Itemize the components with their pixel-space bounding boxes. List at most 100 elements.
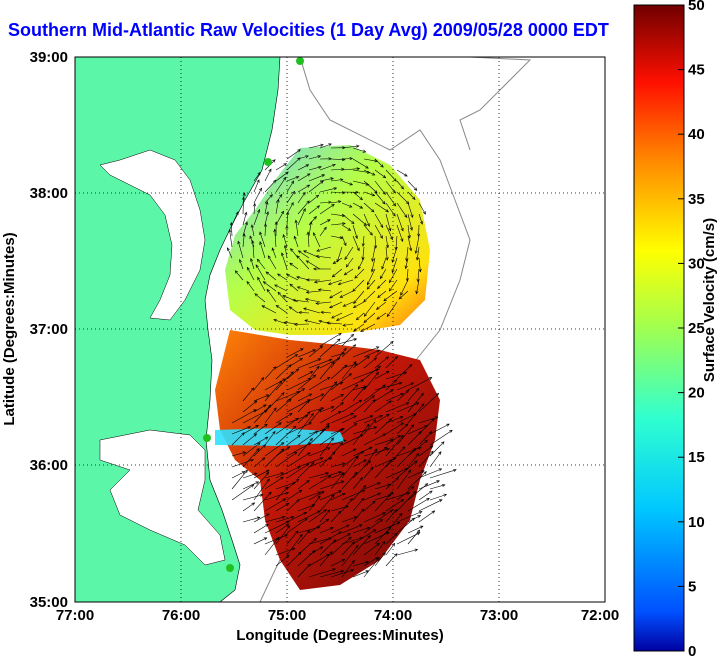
velocity-arrow-head bbox=[259, 493, 264, 497]
velocity-arrow bbox=[385, 477, 399, 490]
velocity-arrow-head bbox=[331, 273, 336, 278]
velocity-arrow-head bbox=[382, 512, 386, 516]
velocity-arrow-head bbox=[377, 294, 381, 299]
velocity-arrow bbox=[307, 232, 310, 248]
y-tick-label: 38:00 bbox=[30, 185, 68, 202]
velocity-arrow bbox=[352, 561, 369, 567]
velocity-arrow-head bbox=[415, 387, 420, 392]
velocity-arrow bbox=[292, 299, 310, 303]
velocity-arrow bbox=[429, 494, 447, 501]
velocity-arrow-head bbox=[294, 354, 299, 358]
velocity-arrow-head bbox=[415, 257, 420, 261]
velocity-arrow-head bbox=[407, 235, 411, 239]
velocity-arrow-head bbox=[263, 537, 268, 541]
velocity-arrow bbox=[319, 423, 330, 435]
velocity-arrow-head bbox=[228, 228, 232, 233]
velocity-arrow-head bbox=[317, 155, 322, 159]
velocity-arrow-head bbox=[365, 570, 370, 574]
velocity-arrow bbox=[297, 173, 311, 182]
velocity-arrow bbox=[246, 281, 255, 292]
velocity-arrow bbox=[330, 536, 352, 556]
velocity-arrow-head bbox=[340, 480, 345, 484]
velocity-arrow bbox=[319, 381, 337, 402]
x-tick-label: 76:00 bbox=[162, 607, 200, 624]
velocity-arrow bbox=[352, 180, 369, 185]
velocity-arrow bbox=[339, 290, 354, 298]
velocity-arrow bbox=[341, 224, 351, 231]
velocity-arrow bbox=[341, 537, 363, 545]
velocity-arrow-head bbox=[253, 409, 257, 413]
velocity-arrow-head bbox=[242, 192, 246, 196]
velocity-arrow-head bbox=[278, 380, 283, 385]
velocity-arrow bbox=[330, 439, 346, 446]
velocity-arrow-head bbox=[351, 541, 355, 545]
velocity-arrow bbox=[297, 563, 311, 578]
velocity-arrow-head bbox=[332, 568, 336, 572]
velocity-arrow-head bbox=[362, 484, 367, 489]
velocity-arrow-head bbox=[244, 469, 248, 474]
velocity-arrow bbox=[289, 262, 299, 270]
velocity-arrow bbox=[352, 169, 370, 173]
velocity-arrow bbox=[235, 270, 244, 281]
velocity-arrow bbox=[242, 502, 255, 512]
velocity-arrow-head bbox=[412, 196, 416, 201]
velocity-arrow bbox=[341, 145, 359, 149]
velocity-arrow bbox=[308, 447, 331, 457]
velocity-arrow bbox=[254, 293, 266, 303]
velocity-arrow bbox=[407, 202, 413, 218]
velocity-arrow-head bbox=[341, 428, 345, 431]
velocity-arrow-head bbox=[319, 546, 324, 550]
velocity-arrow-head bbox=[269, 194, 273, 198]
velocity-arrow-head bbox=[392, 202, 397, 207]
velocity-arrow bbox=[259, 241, 266, 259]
velocity-arrow-head bbox=[341, 559, 346, 562]
velocity-arrow bbox=[308, 475, 331, 490]
velocity-arrow bbox=[374, 418, 392, 435]
velocity-arrow bbox=[289, 306, 299, 314]
velocity-arrow-head bbox=[338, 531, 342, 535]
velocity-arrow bbox=[319, 428, 343, 446]
velocity-arrow-head bbox=[272, 179, 277, 184]
velocity-arrow-head bbox=[417, 233, 421, 238]
velocity-arrow bbox=[374, 382, 402, 391]
velocity-arrow bbox=[276, 305, 288, 314]
velocity-arrow bbox=[418, 431, 433, 446]
velocity-arrow-head bbox=[369, 232, 373, 236]
velocity-arrow-head bbox=[288, 398, 292, 403]
velocity-arrow-head bbox=[361, 489, 366, 493]
velocity-arrow-head bbox=[371, 395, 375, 399]
velocity-arrow-head bbox=[371, 258, 375, 262]
velocity-arrow bbox=[297, 400, 310, 413]
velocity-arrow bbox=[308, 144, 324, 149]
velocity-arrow-head bbox=[349, 182, 354, 186]
velocity-arrow-head bbox=[246, 280, 250, 285]
velocity-arrow-head bbox=[305, 260, 310, 264]
velocity-arrow-head bbox=[391, 542, 396, 547]
velocity-arrow-head bbox=[265, 271, 270, 275]
velocity-arrow-head bbox=[360, 328, 364, 332]
velocity-arrow bbox=[273, 319, 288, 325]
velocity-arrow-head bbox=[280, 210, 284, 215]
velocity-arrow-head bbox=[377, 482, 381, 486]
velocity-arrow-head bbox=[355, 544, 359, 549]
velocity-arrow-head bbox=[298, 311, 302, 315]
velocity-arrow-head bbox=[265, 394, 270, 398]
velocity-arrow-head bbox=[284, 486, 288, 490]
velocity-arrow-head bbox=[290, 201, 294, 206]
velocity-arrow-head bbox=[260, 377, 265, 381]
velocity-arrow bbox=[297, 504, 315, 512]
velocity-arrow-head bbox=[438, 468, 443, 472]
velocity-arrow bbox=[363, 492, 381, 501]
velocity-arrow bbox=[253, 478, 270, 501]
velocity-arrow-head bbox=[241, 432, 245, 436]
velocity-arrow-head bbox=[400, 393, 404, 396]
velocity-arrow-head bbox=[400, 422, 405, 426]
velocity-arrow bbox=[381, 257, 387, 270]
velocity-arrow-head bbox=[242, 233, 246, 237]
velocity-arrow bbox=[319, 471, 342, 479]
velocity-arrow-head bbox=[291, 180, 295, 185]
velocity-arrow-head bbox=[371, 172, 376, 176]
velocity-arrow-head bbox=[305, 164, 310, 168]
velocity-arrow bbox=[341, 448, 357, 457]
velocity-arrow-head bbox=[379, 519, 384, 523]
